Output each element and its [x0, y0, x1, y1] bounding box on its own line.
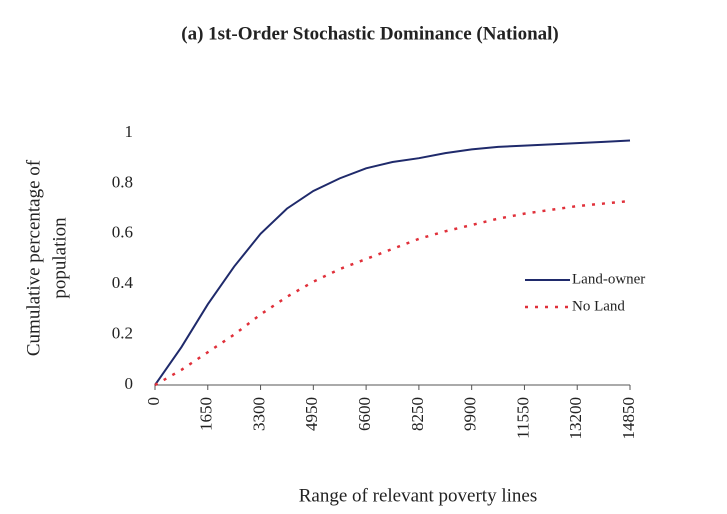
- x-tick-label: 13200: [566, 397, 585, 440]
- x-tick-label: 9900: [461, 397, 480, 431]
- series-line: [154, 199, 631, 387]
- y-tick-label: 0: [125, 374, 134, 393]
- y-tick-label: 0.8: [112, 172, 133, 191]
- y-tick-label: 0.4: [112, 273, 134, 292]
- x-tick-label: 4950: [302, 397, 321, 431]
- legend-label: No Land: [572, 298, 625, 314]
- y-axis-title-line: Cumulative percentage of: [23, 159, 44, 356]
- x-tick-label: 3300: [249, 397, 268, 431]
- y-tick-label: 1: [125, 122, 134, 141]
- y-tick-label: 0.6: [112, 223, 133, 242]
- x-tick-label: 1650: [197, 397, 216, 431]
- y-tick-label: 0.2: [112, 324, 133, 343]
- x-tick-label: 14850: [619, 397, 638, 440]
- x-tick-label: 11550: [513, 397, 532, 439]
- series-line: [154, 139, 631, 386]
- x-axis-title: Range of relevant poverty lines: [299, 485, 537, 506]
- legend-label: Land-owner: [572, 271, 645, 287]
- x-tick-label: 8250: [408, 397, 427, 431]
- y-axis-title: Cumulative percentage of population: [23, 159, 70, 356]
- x-tick-label: 0: [144, 397, 163, 406]
- chart-title: (a) 1st-Order Stochastic Dominance (Nati…: [181, 23, 559, 44]
- x-tick-label: 6600: [355, 397, 374, 431]
- y-axis-title-line: population: [49, 217, 70, 299]
